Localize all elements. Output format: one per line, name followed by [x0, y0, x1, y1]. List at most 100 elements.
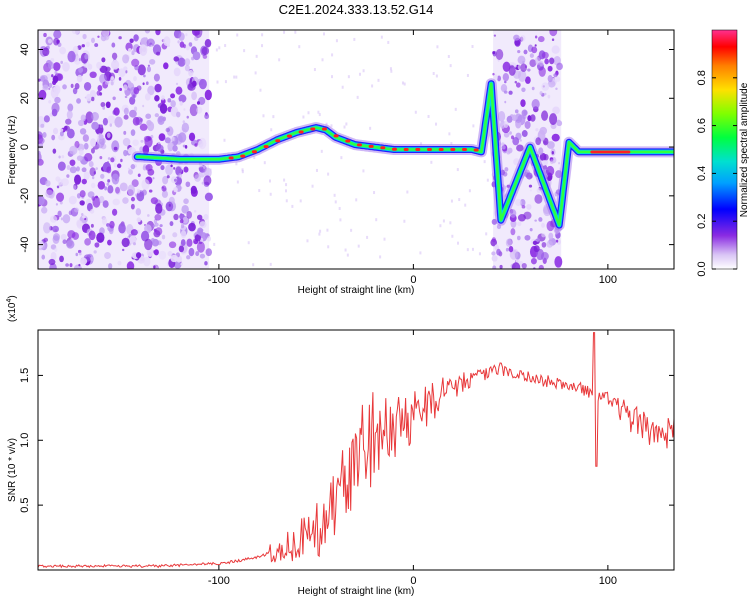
- noise-blob: [76, 98, 81, 104]
- noise-blob: [105, 66, 111, 72]
- noise-blob: [516, 144, 524, 152]
- noise-speck: [387, 40, 390, 44]
- noise-blob: [146, 38, 155, 47]
- colorbar-ticks: 0.0 0.2 0.4 0.6 0.8: [696, 70, 737, 277]
- noise-blob: [196, 101, 201, 105]
- noise-blob: [53, 85, 61, 95]
- noise-blob: [57, 178, 63, 186]
- noise-blob: [541, 241, 547, 248]
- track-hotspot: [415, 148, 421, 151]
- track-hotspot: [450, 148, 456, 151]
- noise-blob: [106, 132, 111, 139]
- noise-blob: [78, 149, 84, 156]
- noise-blob: [74, 83, 80, 90]
- noise-blob: [197, 214, 203, 221]
- noise-blob: [39, 137, 45, 144]
- noise-blob: [45, 189, 54, 199]
- noise-blob: [196, 241, 205, 253]
- noise-blob: [546, 240, 553, 248]
- track-hotspot: [356, 143, 362, 147]
- snr-y-tick-label: 1.0: [19, 433, 31, 448]
- track-hotspot: [298, 130, 304, 134]
- noise-blob: [170, 93, 176, 99]
- noise-blob: [526, 172, 533, 180]
- noise-blob: [90, 147, 95, 154]
- noise-blob: [111, 42, 116, 48]
- noise-blob: [196, 106, 203, 114]
- noise-blob: [118, 36, 122, 40]
- noise-blob: [43, 237, 49, 243]
- noise-blob: [514, 80, 518, 84]
- noise-blob: [81, 44, 85, 48]
- noise-blob: [59, 128, 64, 132]
- noise-speck: [320, 149, 323, 153]
- noise-blob: [66, 110, 73, 120]
- noise-blob: [61, 155, 65, 159]
- noise-blob: [184, 58, 191, 66]
- noise-blob: [502, 61, 511, 72]
- noise-blob: [147, 64, 151, 67]
- noise-speck: [243, 49, 246, 53]
- noise-speck: [447, 54, 450, 58]
- noise-speck: [355, 198, 358, 202]
- noise-blob: [178, 94, 187, 103]
- noise-blob: [534, 194, 543, 204]
- noise-blob: [493, 74, 498, 81]
- spectrogram-x-tick-label: 0: [410, 274, 416, 286]
- noise-speck: [302, 115, 305, 119]
- noise-speck: [457, 241, 460, 245]
- noise-blob: [102, 200, 109, 208]
- noise-blob: [127, 184, 136, 196]
- noise-blob: [52, 148, 57, 154]
- noise-blob: [520, 99, 526, 108]
- noise-blob: [136, 217, 141, 223]
- noise-blob: [132, 116, 140, 126]
- noise-speck: [298, 45, 301, 49]
- noise-speck: [449, 64, 452, 68]
- noise-blob: [153, 249, 159, 256]
- noise-blob: [169, 221, 174, 227]
- noise-blob: [123, 149, 128, 157]
- noise-blob: [48, 258, 56, 266]
- noise-speck: [338, 206, 341, 210]
- noise-speck: [366, 235, 369, 239]
- noise-blob: [508, 65, 516, 76]
- noise-blob: [53, 37, 60, 46]
- noise-blob: [497, 110, 506, 122]
- noise-blob: [52, 75, 59, 84]
- noise-blob: [126, 261, 135, 269]
- noise-blob: [527, 68, 531, 72]
- track-hotspot: [310, 127, 316, 131]
- noise-blob: [68, 195, 77, 205]
- noise-blob: [75, 252, 79, 257]
- noise-blob: [137, 173, 141, 178]
- noise-blob: [133, 34, 139, 42]
- noise-blob: [99, 65, 108, 74]
- noise-blob: [114, 116, 123, 128]
- noise-blob: [47, 38, 52, 44]
- noise-blob: [173, 178, 178, 182]
- noise-blob: [176, 111, 181, 118]
- track-hotspot: [240, 154, 246, 158]
- noise-blob: [202, 165, 206, 170]
- noise-blob: [91, 176, 95, 180]
- noise-speck: [285, 183, 288, 187]
- noise-blob: [97, 181, 106, 190]
- snr-x-ticks: -100 0 100: [208, 330, 617, 587]
- noise-blob: [541, 51, 549, 59]
- noise-blob: [521, 109, 528, 117]
- noise-blob: [79, 128, 87, 135]
- noise-blob: [102, 117, 108, 126]
- track-hotspot: [263, 145, 269, 149]
- noise-blob: [179, 218, 184, 224]
- colorbar-label: Normalized spectral amplitude: [739, 82, 750, 217]
- noise-blob: [100, 101, 106, 108]
- noise-speck: [327, 172, 330, 176]
- noise-blob: [104, 251, 111, 260]
- noise-blob: [139, 146, 144, 152]
- noise-blob: [110, 81, 114, 86]
- noise-blob: [113, 163, 118, 168]
- noise-blob: [52, 127, 59, 135]
- noise-blob: [531, 46, 538, 54]
- noise-blob: [197, 227, 204, 236]
